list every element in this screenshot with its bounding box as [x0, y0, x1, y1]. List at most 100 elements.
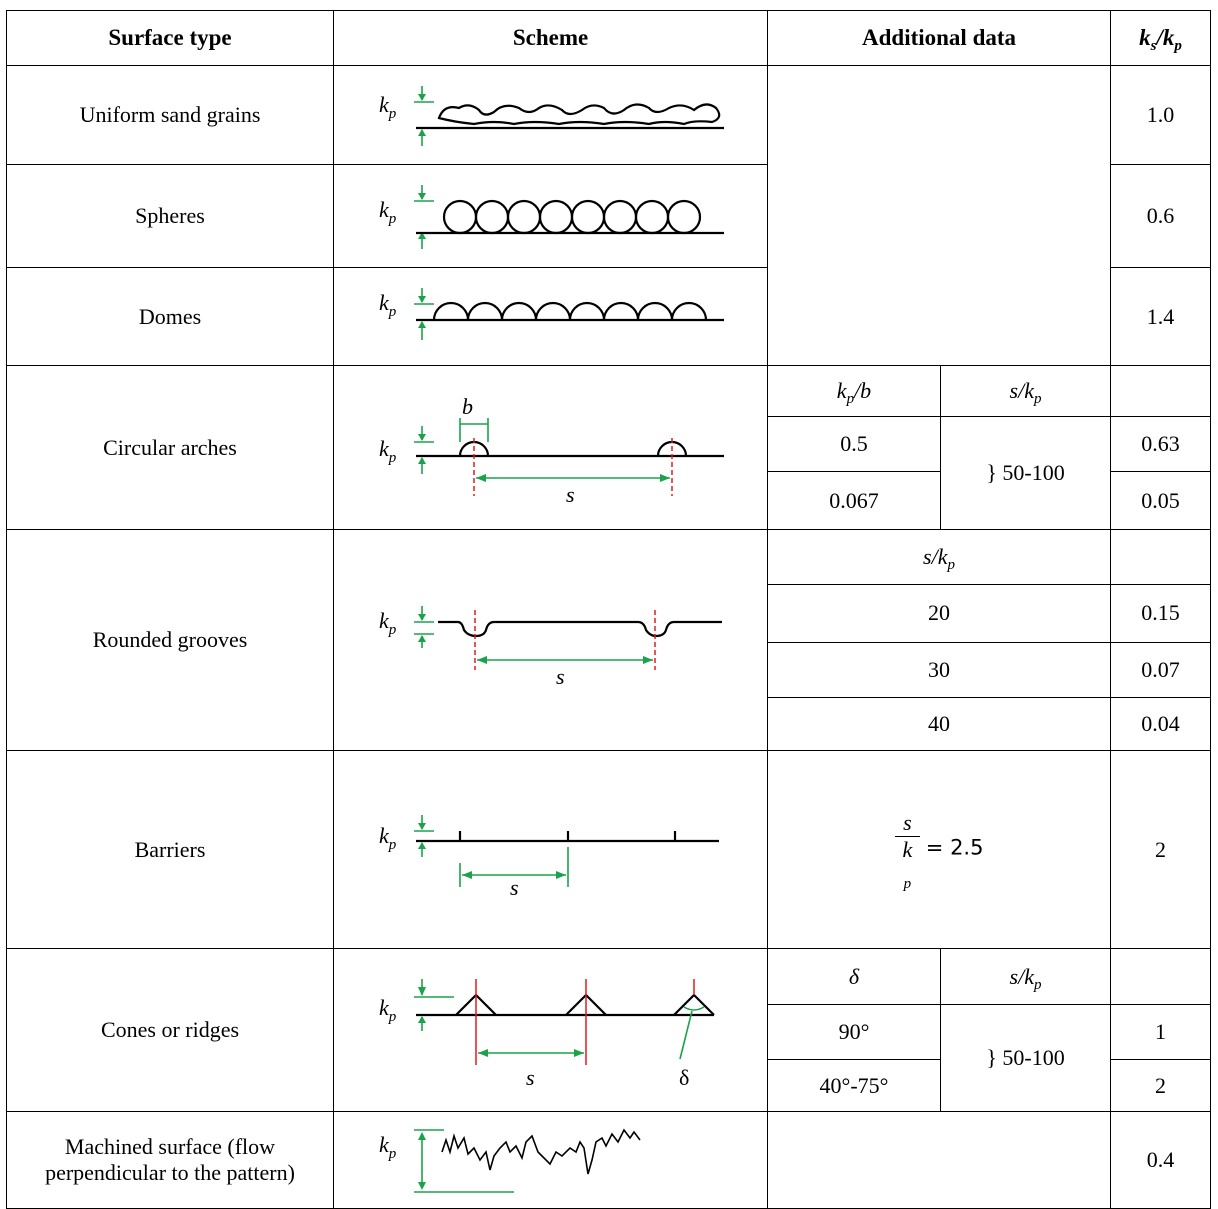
scheme-label: kp [379, 823, 397, 853]
subscript: p [388, 1146, 397, 1162]
surface: Cones or ridges [7, 949, 334, 1112]
scheme-label: s [526, 1065, 535, 1090]
subscript: p [388, 450, 397, 466]
scheme-drawing: kp [334, 165, 768, 267]
scheme-label: kp [379, 995, 397, 1025]
scheme: kp [334, 66, 768, 165]
subscript: p [388, 304, 397, 320]
param-value: 90° [768, 1005, 941, 1060]
scheme-drawing: kp s [334, 751, 768, 948]
scheme-drawing: kp s [334, 530, 768, 750]
param-value: 20 [768, 585, 1111, 642]
subscript: p [1174, 38, 1182, 54]
param-value: 40°-75° [768, 1060, 941, 1112]
math-text: k [1139, 25, 1151, 50]
math-text: δ [849, 964, 859, 989]
ratio: 0.04 [1111, 697, 1211, 750]
subscript: p [1034, 977, 1042, 993]
math-text: /b [854, 378, 871, 403]
math-text: s [510, 875, 519, 900]
scheme: kp [334, 1112, 768, 1209]
scheme-label: kp [379, 1132, 397, 1162]
empty-cell [768, 1112, 1111, 1209]
param-value: 0.067 [768, 472, 941, 530]
scheme-label: kp [379, 290, 397, 320]
scheme-label: s [510, 875, 519, 900]
subscript: p [388, 837, 397, 853]
ratio: 0.6 [1111, 165, 1211, 268]
subscript: p [1034, 391, 1042, 407]
surface: Domes [7, 268, 334, 366]
subscript: p [947, 557, 955, 573]
param-value: 40 [768, 697, 1111, 750]
ratio: 1.4 [1111, 268, 1211, 366]
math-text: s [526, 1065, 535, 1090]
param-value: 0.5 [768, 417, 941, 472]
surface: Circular arches [7, 366, 334, 530]
header-cell: ks/kp [1111, 11, 1211, 66]
ratio: 0.4 [1111, 1112, 1211, 1209]
param-head: kp/b [768, 366, 941, 417]
param-value: } 50-100 [941, 417, 1111, 530]
math-text: k [899, 837, 917, 863]
subscript: p [388, 211, 397, 227]
numerator: s [895, 810, 920, 837]
scheme: kp s [334, 530, 768, 751]
surface: Spheres [7, 165, 334, 268]
scheme-drawing: kp b s [334, 366, 768, 529]
page: Surface type Scheme Additional data ks/k… [0, 0, 1218, 1200]
subscript: p [388, 1009, 397, 1025]
empty-cell [1111, 530, 1211, 585]
ratio: 2 [1111, 1060, 1211, 1112]
scheme-label: δ [679, 1065, 689, 1090]
scheme-drawing: kp [334, 268, 768, 365]
scheme-label: b [462, 394, 473, 419]
scheme-drawing: kp s δ [334, 949, 768, 1111]
surface: Barriers [7, 751, 334, 949]
param-head: s/kp [768, 530, 1111, 585]
surface: Machined surface (flow perpendicular to … [7, 1112, 334, 1209]
subscript: p [904, 876, 912, 892]
scheme-label: kp [379, 608, 397, 638]
math-text: s [556, 664, 565, 689]
formula-rhs: = 2.5 [926, 836, 984, 860]
scheme: kp [334, 268, 768, 366]
scheme-label: s [566, 482, 575, 507]
math-text: s/k [1010, 964, 1034, 989]
param-head: δ [768, 949, 941, 1005]
scheme-label: kp [379, 92, 397, 122]
subscript: p [388, 622, 397, 638]
scheme: kp [334, 165, 768, 268]
surface: Rounded grooves [7, 530, 334, 751]
scheme-label: kp [379, 436, 397, 466]
math-text: s [899, 810, 916, 836]
param-value: } 50-100 [941, 1005, 1111, 1112]
roughness-table: Surface type Scheme Additional data ks/k… [6, 10, 1211, 1209]
ratio: 2 [1111, 751, 1211, 949]
math-text: s/k [923, 544, 947, 569]
scheme-drawing: kp [334, 66, 768, 164]
ratio: 0.15 [1111, 585, 1211, 642]
subscript: p [847, 391, 855, 407]
ratio: 1.0 [1111, 66, 1211, 165]
math-text: k [837, 378, 847, 403]
header-cell: Additional data [768, 11, 1111, 66]
surface: Uniform sand grains [7, 66, 334, 165]
math-text: b [462, 394, 473, 419]
header-row: Surface type Scheme Additional data ks/k… [7, 11, 1211, 66]
math-text: s/k [1010, 378, 1034, 403]
param-head: s/kp [941, 366, 1111, 417]
scheme: kp b s [334, 366, 768, 530]
ratio: 0.07 [1111, 642, 1211, 697]
scheme: kp s [334, 751, 768, 949]
subscript: p [388, 106, 397, 122]
ratio: 0.63 [1111, 417, 1211, 472]
empty-cell [768, 66, 1111, 366]
scheme-label: kp [379, 197, 397, 227]
math-text: /k [1156, 25, 1174, 50]
header-cell: Surface type [7, 11, 334, 66]
param-head: s/kp [941, 949, 1111, 1005]
